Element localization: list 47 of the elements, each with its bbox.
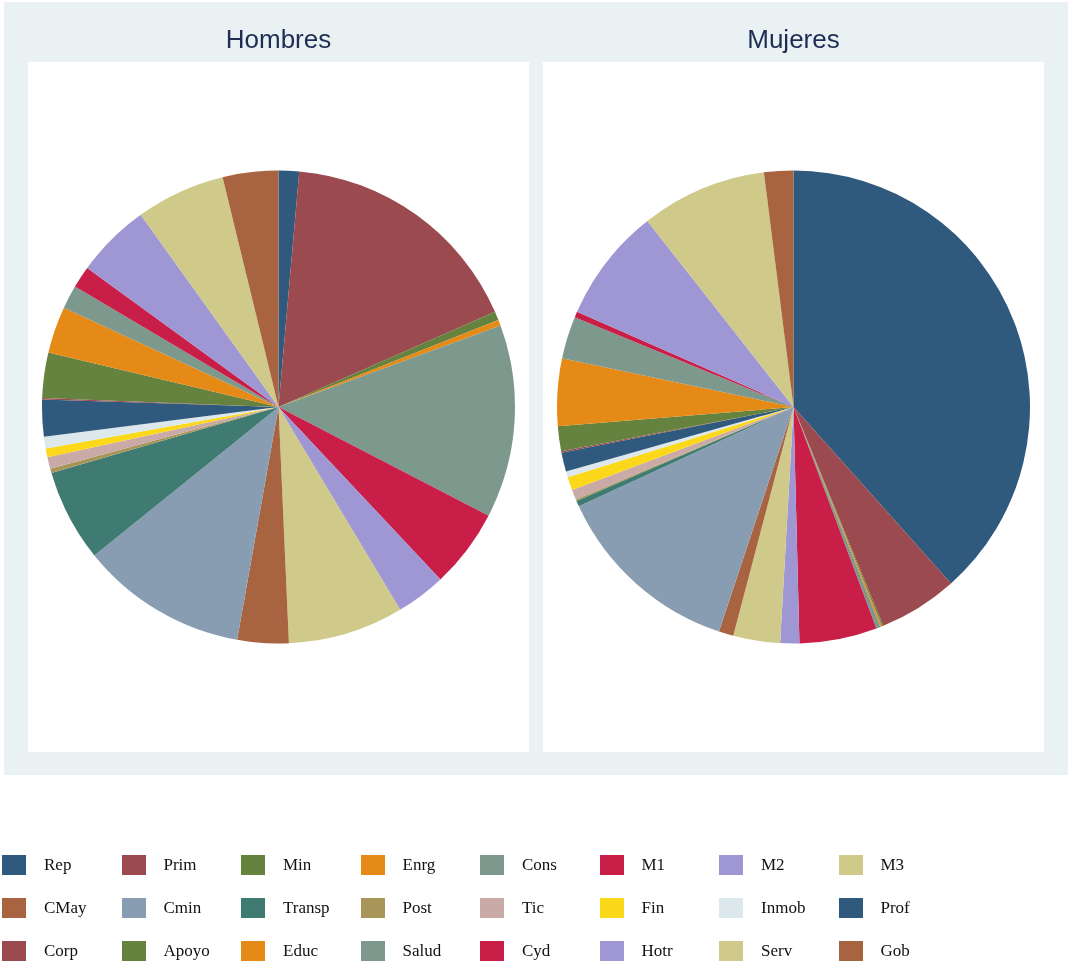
pie-slice bbox=[719, 407, 794, 636]
pie-slice bbox=[278, 325, 515, 516]
legend-label: Prof bbox=[880, 898, 910, 918]
pie-slice bbox=[63, 286, 279, 407]
legend-label: Rep bbox=[44, 855, 72, 875]
pie-slice bbox=[278, 171, 495, 407]
chart-title: Hombres bbox=[224, 24, 333, 55]
pie-slice bbox=[278, 407, 401, 644]
pie-slice bbox=[51, 407, 279, 556]
pie-slice bbox=[647, 172, 794, 407]
chart-title: Mujeres bbox=[746, 24, 841, 55]
legend-label: Inmob bbox=[761, 898, 806, 918]
legend-label: Gob bbox=[880, 941, 910, 961]
legend-label: Fin bbox=[641, 898, 665, 918]
legend-label: Hotr bbox=[641, 941, 673, 961]
pie-slice bbox=[577, 221, 794, 407]
legend-label: Serv bbox=[761, 941, 793, 961]
pie-slice bbox=[42, 352, 279, 407]
legend-label: Transp bbox=[283, 898, 330, 918]
legend-label: Post bbox=[402, 898, 432, 918]
legend-label: M3 bbox=[880, 855, 905, 875]
legend-label: Min bbox=[283, 855, 312, 875]
legend-label: Tic bbox=[522, 898, 545, 918]
legend-label: Educ bbox=[283, 941, 318, 961]
legend-label: M2 bbox=[761, 855, 785, 875]
pie-slice bbox=[278, 407, 489, 580]
legend-label: Cyd bbox=[522, 941, 551, 961]
pie-slice bbox=[557, 358, 794, 427]
legend-label: Apoyo bbox=[163, 941, 210, 961]
pie-slice bbox=[578, 407, 794, 632]
legend-label: Cmin bbox=[163, 898, 202, 918]
legend-label: Prim bbox=[163, 855, 197, 875]
pie-slice bbox=[793, 170, 1030, 584]
pie-slice bbox=[87, 214, 279, 407]
legend-label: Salud bbox=[402, 941, 442, 961]
legend-label: Corp bbox=[44, 941, 78, 961]
pie-slice bbox=[780, 407, 800, 644]
legend-label: CMay bbox=[44, 898, 87, 918]
legend-label: Enrg bbox=[402, 855, 436, 875]
legend-label: M1 bbox=[641, 855, 666, 875]
pie-slice bbox=[763, 170, 794, 407]
pie-slice bbox=[278, 407, 441, 610]
pie-slice bbox=[140, 177, 279, 407]
pie-slice bbox=[48, 307, 279, 407]
pie-slice bbox=[793, 407, 952, 626]
legend-label: Cons bbox=[522, 855, 557, 875]
pie-slice bbox=[94, 407, 279, 640]
